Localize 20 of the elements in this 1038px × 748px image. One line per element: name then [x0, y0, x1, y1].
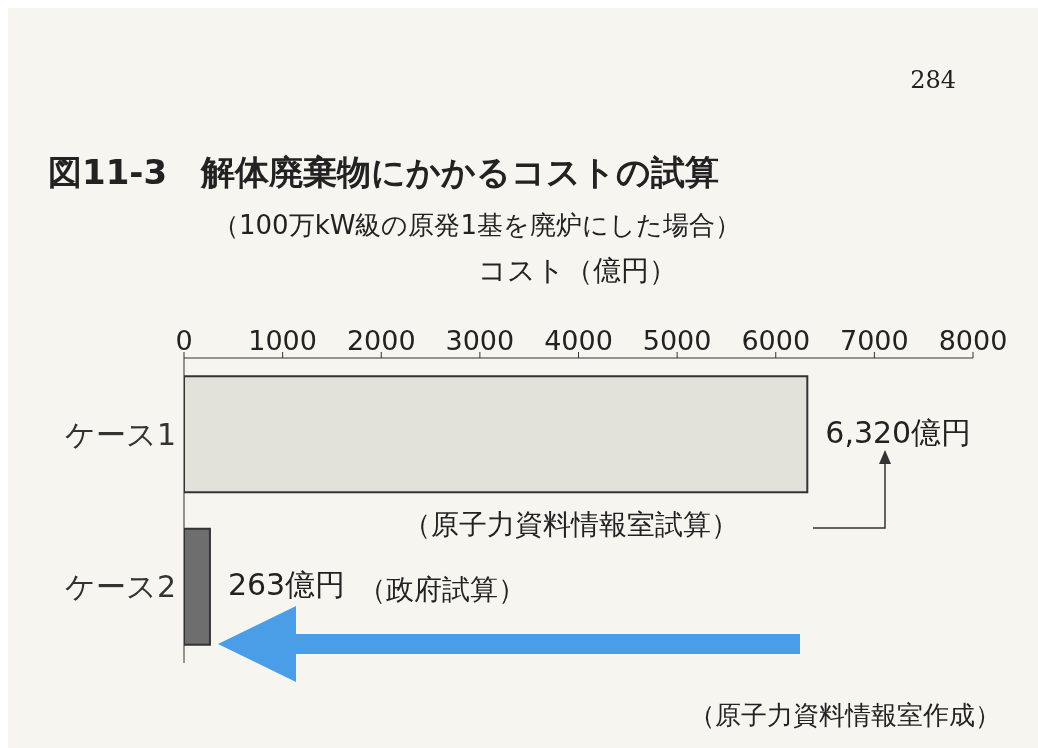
- y-tick-label: ケース2: [64, 569, 176, 605]
- x-axis-title: コスト（億円）: [478, 253, 677, 289]
- x-tick-label: 7000: [840, 325, 909, 356]
- annotation: （政府試算）: [358, 572, 526, 608]
- x-tick-label: 4000: [544, 325, 613, 356]
- y-tick-label: ケース1: [64, 416, 176, 452]
- text: 284: [910, 66, 956, 94]
- chart-title: 図11-3 解体廃棄物にかかるコストの試算: [48, 151, 720, 194]
- chart-subtitle: （100万kW級の原発1基を廃炉にした場合）: [213, 209, 741, 242]
- annotation: （原子力資料情報室試算）: [403, 507, 739, 543]
- x-tick-label: 0: [175, 325, 193, 356]
- x-tick-label: 1000: [248, 325, 317, 356]
- x-tick-label: 3000: [445, 325, 515, 356]
- data-label: 263億円: [227, 567, 346, 603]
- x-tick-label: 8000: [938, 325, 1008, 356]
- x-tick-label: 6000: [741, 325, 811, 356]
- x-tick-label: 2000: [346, 325, 416, 356]
- text: （原子力資料情報室作成）: [689, 699, 1001, 732]
- x-tick-label: 5000: [642, 325, 712, 356]
- data-label: 6,320億円: [825, 414, 972, 450]
